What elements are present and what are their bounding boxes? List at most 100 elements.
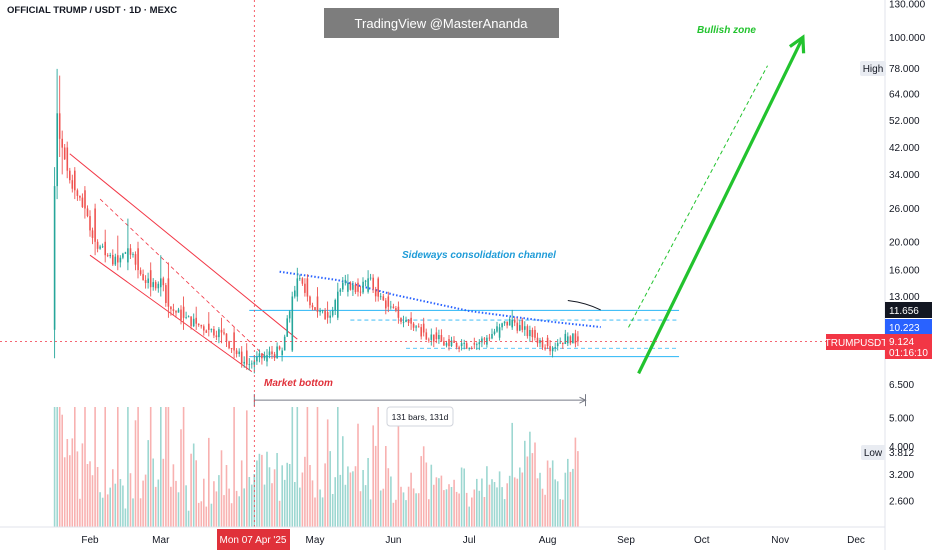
candle-body (71, 180, 74, 189)
candle-body (410, 317, 412, 324)
candle-body (551, 347, 554, 352)
volume-bar (483, 497, 486, 527)
volume-bar (180, 429, 182, 527)
candle-body (569, 336, 572, 344)
volume-bar (278, 500, 281, 527)
volume-bar (379, 490, 382, 527)
time-axis[interactable]: Feb Mar May Jun Jul Aug Sep Oct Nov Dec (0, 526, 885, 546)
volume-bar (106, 494, 109, 527)
x-tick-label: Oct (694, 535, 710, 546)
volume-bar (511, 422, 513, 527)
candle-body (261, 353, 263, 359)
volume-bar (134, 420, 137, 527)
volume-bar (91, 475, 94, 527)
volume-bar (127, 407, 129, 527)
candle-body (144, 280, 147, 283)
volume-bar (521, 472, 524, 527)
candle-body (329, 315, 331, 318)
volume-bar (172, 464, 175, 527)
candle-body (299, 278, 301, 280)
volume-bar (208, 437, 210, 527)
volume-bar (395, 499, 397, 527)
volume-bar (458, 493, 460, 527)
moving-average-line[interactable] (279, 270, 601, 329)
volume-bar (286, 462, 288, 527)
drawings-layer[interactable] (69, 34, 806, 407)
volume-bar (397, 411, 400, 527)
volume-bar (476, 478, 478, 527)
volume-bar (61, 414, 63, 527)
volume-bar (147, 440, 149, 527)
bullish-arrow[interactable] (637, 36, 805, 375)
candle-body (347, 282, 349, 292)
candle-body (61, 138, 63, 148)
bullish-arrowhead[interactable] (788, 34, 806, 54)
crosshair-date-label: Mon 07 Apr '25 (220, 535, 287, 546)
volume-bar (536, 478, 539, 527)
volume-bar (435, 477, 438, 527)
projection-line[interactable] (628, 65, 768, 328)
candle-body (372, 277, 374, 290)
y-tick-label: 6.500 (889, 380, 914, 391)
candle-body (316, 296, 319, 313)
volume-bar (192, 443, 195, 527)
candle-body (243, 361, 245, 364)
price-axis[interactable]: 130.000 100.000 64.000 52.000 42.000 34.000 26… (884, 0, 926, 550)
candle-body (438, 335, 440, 340)
candle-body (84, 190, 86, 209)
volume-bar (177, 492, 180, 527)
candle-body (79, 195, 81, 198)
volume-bar (478, 490, 481, 527)
candle-body (524, 326, 526, 330)
candle-body (190, 316, 192, 327)
volume-bar (203, 478, 205, 527)
y-tick-label: 34.000 (889, 170, 920, 181)
wedge-mid-line[interactable] (99, 198, 268, 359)
volume-bar (288, 464, 291, 527)
candle-body (210, 329, 213, 330)
candle-body (385, 300, 387, 309)
volume-bar (276, 453, 278, 527)
y-tick-label: 52.000 (889, 116, 920, 127)
candle-body (503, 321, 506, 324)
symbol-price-badge: TRUMPUSDT 9.124 01:16:10 (825, 334, 932, 359)
candle-body (402, 321, 405, 323)
volume-bar (445, 489, 448, 527)
candle-body (352, 284, 354, 290)
volume-bar (460, 467, 463, 527)
wedge-upper-line[interactable] (69, 153, 298, 340)
volume-bar (104, 407, 106, 527)
volume-bar (306, 407, 309, 527)
candle-body (412, 323, 415, 328)
volume-bar (412, 488, 415, 527)
volume-bar (160, 407, 162, 527)
candle-body (195, 317, 197, 324)
range-measure-arrowhead[interactable] (579, 396, 587, 404)
volume-bar (433, 484, 435, 527)
candle-body (473, 343, 476, 345)
volume-bar (488, 484, 491, 527)
volume-bar (243, 488, 245, 527)
candle-body (187, 316, 190, 318)
volume-bar (233, 407, 235, 527)
volume-bar (367, 458, 369, 527)
candle-body (106, 255, 109, 257)
candle-body (574, 333, 577, 344)
volume-bar (187, 510, 190, 527)
volume-bar (200, 501, 203, 527)
volume-bar (405, 500, 407, 527)
volume-bar (76, 451, 79, 527)
candle-body (56, 113, 58, 187)
y-tick-label: 26.000 (889, 204, 920, 215)
candle-body (519, 325, 521, 331)
candle-body (496, 326, 498, 332)
volume-bar (190, 453, 192, 527)
volume-bar (89, 461, 91, 527)
range-measure-label: 131 bars, 131d (392, 412, 449, 422)
candle-body (377, 278, 379, 297)
curve-line[interactable] (567, 300, 601, 311)
volume-bar (357, 423, 359, 527)
candle-body (428, 339, 430, 341)
last-price-value: 9.124 (889, 337, 914, 348)
